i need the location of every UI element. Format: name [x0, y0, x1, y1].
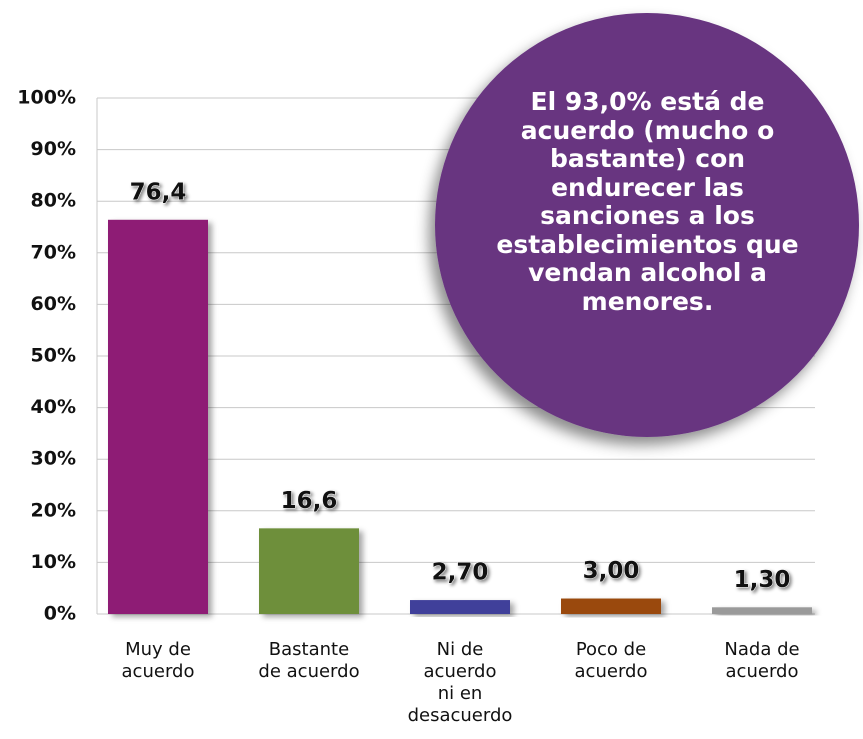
x-tick-label: Muy de acuerdo — [121, 639, 195, 682]
y-tick-label: 50% — [31, 345, 76, 367]
x-tick-label: Ni de acuerdo ni en desacuerdo — [407, 639, 513, 726]
y-tick-label: 10% — [31, 551, 76, 573]
bars — [108, 219, 812, 614]
x-tick-label: Poco de acuerdo — [574, 639, 648, 682]
bar — [259, 528, 359, 614]
callout: El 93,0% está de acuerdo (mucho o bastan… — [496, 88, 799, 316]
y-tick-label: 0% — [44, 603, 76, 625]
y-tick-label: 70% — [31, 241, 76, 263]
y-tick-label: 30% — [31, 448, 76, 470]
y-tick-label: 80% — [31, 190, 76, 212]
x-tick: Nada de acuerdo — [724, 639, 800, 682]
bar — [108, 219, 208, 614]
value-label: 2,70 — [432, 560, 489, 586]
x-tick-label: Nada de acuerdo — [724, 639, 800, 682]
callout-text: El 93,0% está de acuerdo (mucho o bastan… — [496, 88, 799, 316]
x-tick: Bastante de acuerdo — [258, 639, 360, 682]
y-tick-label: 40% — [31, 396, 76, 418]
value-label: 3,00 — [583, 558, 640, 584]
x-tick-label: Bastante de acuerdo — [258, 639, 360, 682]
x-tick: Poco de acuerdo — [574, 639, 648, 682]
bar — [561, 598, 661, 614]
value-label: 76,4 — [130, 179, 187, 205]
y-tick-label: 20% — [31, 499, 76, 521]
y-tick-label: 100% — [17, 87, 76, 109]
value-label: 16,6 — [281, 488, 338, 514]
bar — [712, 607, 812, 614]
callout-circle — [435, 13, 859, 437]
value-label: 1,30 — [734, 567, 791, 593]
y-tick-label: 90% — [31, 138, 76, 160]
y-tick-label: 60% — [31, 293, 76, 315]
x-tick: Muy de acuerdo — [121, 639, 195, 682]
x-tick: Ni de acuerdo ni en desacuerdo — [407, 639, 513, 726]
bar — [410, 600, 510, 614]
